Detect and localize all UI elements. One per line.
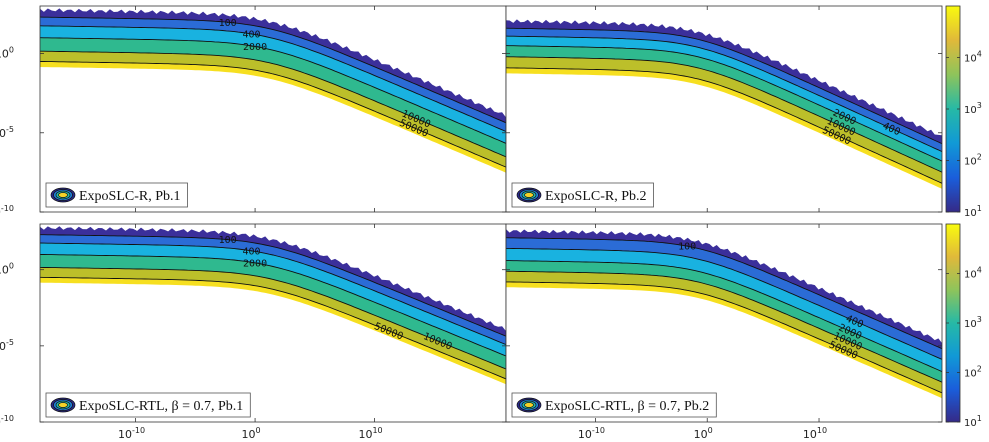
contour-ellipse-ring-3 bbox=[58, 402, 68, 408]
contour-band-2 bbox=[40, 243, 506, 356]
contour-line-400 bbox=[506, 35, 942, 153]
contour-band-5 bbox=[506, 281, 942, 399]
contour-line-100 bbox=[506, 27, 942, 145]
x-tick-label: 1010 bbox=[358, 426, 382, 441]
y-tick-label: 100 bbox=[0, 46, 14, 61]
y-tick-label: 10-10 bbox=[0, 414, 14, 429]
colorbar-tick-label: 101 bbox=[964, 414, 982, 429]
contour-label-2000: 2000 bbox=[243, 258, 267, 269]
contour-band-3 bbox=[40, 254, 506, 369]
y-tick-label: 10-10 bbox=[0, 204, 14, 219]
contour-line-50000 bbox=[40, 61, 506, 168]
colorbar-tick-label: 101 bbox=[964, 204, 982, 219]
contour-band-3 bbox=[40, 37, 506, 157]
contour-line-50000 bbox=[40, 276, 506, 380]
colorbar-tick-label: 102 bbox=[964, 153, 982, 168]
contour-line-400 bbox=[506, 247, 942, 360]
legend-label: ExpoSLC-RTL, β = 0.7, Pb.2 bbox=[545, 399, 709, 414]
contour-band-2 bbox=[506, 36, 942, 162]
contour-label-100: 100 bbox=[219, 235, 237, 246]
legend-bottom-right: ExpoSLC-RTL, β = 0.7, Pb.2 bbox=[511, 392, 717, 418]
contour-line-10000 bbox=[506, 270, 942, 383]
x-tick-label: 1010 bbox=[803, 426, 827, 441]
contour-band-1 bbox=[506, 237, 942, 360]
contour-line-100 bbox=[40, 16, 506, 124]
contour-line-2000 bbox=[40, 37, 506, 144]
contour-line-2000 bbox=[40, 254, 506, 357]
contour-line-50000 bbox=[506, 67, 942, 184]
y-tick-label: 100 bbox=[0, 262, 14, 277]
contour-label-100: 100 bbox=[219, 18, 237, 29]
contour-band-0 bbox=[506, 19, 942, 144]
contour-line-400 bbox=[40, 242, 506, 346]
contour-band-2 bbox=[40, 25, 506, 144]
contour-band-3 bbox=[506, 45, 942, 173]
contour-ellipse-icon bbox=[50, 187, 76, 203]
colorbar-tick-label: 103 bbox=[964, 315, 982, 330]
contour-ellipse-icon bbox=[50, 397, 76, 413]
legend-box bbox=[511, 392, 717, 418]
legend-top-right: ExpoSLC-R, Pb.2 bbox=[511, 182, 654, 208]
legend-bottom-left: ExpoSLC-RTL, β = 0.7, Pb.1 bbox=[45, 392, 251, 418]
contour-line-50000 bbox=[506, 281, 942, 394]
legend-label: ExpoSLC-R, Pb.2 bbox=[545, 189, 647, 204]
legend-label: ExpoSLC-RTL, β = 0.7, Pb.1 bbox=[79, 399, 243, 414]
contour-ellipse-icon bbox=[516, 187, 542, 203]
x-tick-label: 100 bbox=[242, 426, 261, 441]
contour-band-0 bbox=[506, 229, 942, 349]
legend-box bbox=[45, 392, 251, 418]
contour-ellipse-ring-3 bbox=[524, 192, 534, 198]
contour-line-10000 bbox=[506, 56, 942, 173]
colorbar-tick-label: 104 bbox=[964, 50, 982, 65]
contour-ellipse-ring-3 bbox=[58, 192, 68, 198]
legend-label: ExpoSLC-R, Pb.1 bbox=[79, 189, 181, 204]
contour-band-1 bbox=[506, 28, 942, 152]
contour-band-3 bbox=[506, 260, 942, 383]
contour-line-100 bbox=[40, 234, 506, 337]
contour-label-2000: 2000 bbox=[243, 42, 267, 53]
legend-top-left: ExpoSLC-R, Pb.1 bbox=[45, 182, 188, 208]
x-tick-label: 10-10 bbox=[118, 426, 145, 441]
contour-label-400: 400 bbox=[242, 29, 260, 40]
y-tick-label: 10-5 bbox=[0, 338, 14, 353]
contour-band-5 bbox=[506, 67, 942, 189]
contour-band-2 bbox=[506, 248, 942, 372]
colorbar-tick-label: 104 bbox=[964, 266, 982, 281]
contour-label-400: 400 bbox=[242, 246, 260, 257]
contour-band-4 bbox=[506, 271, 942, 393]
contour-line-2000 bbox=[506, 45, 942, 162]
contour-ellipse-icon bbox=[516, 397, 542, 413]
contour-band-4 bbox=[506, 56, 942, 184]
contour-line-100 bbox=[506, 237, 942, 350]
colorbar-tick-label: 103 bbox=[964, 101, 982, 116]
axes-frame bbox=[505, 223, 943, 423]
contour-line-10000 bbox=[40, 266, 506, 370]
x-tick-label: 10-10 bbox=[578, 426, 605, 441]
contour-line-2000 bbox=[506, 260, 942, 373]
axes-frame bbox=[505, 5, 943, 213]
contour-line-10000 bbox=[40, 50, 506, 158]
x-tick-label: 100 bbox=[694, 426, 713, 441]
contour-ellipse-ring-3 bbox=[524, 402, 534, 408]
y-tick-label: 10-5 bbox=[0, 125, 14, 140]
contour-label-100: 100 bbox=[678, 242, 696, 253]
colorbar-tick-label: 102 bbox=[964, 365, 982, 380]
contour-line-400 bbox=[40, 25, 506, 132]
